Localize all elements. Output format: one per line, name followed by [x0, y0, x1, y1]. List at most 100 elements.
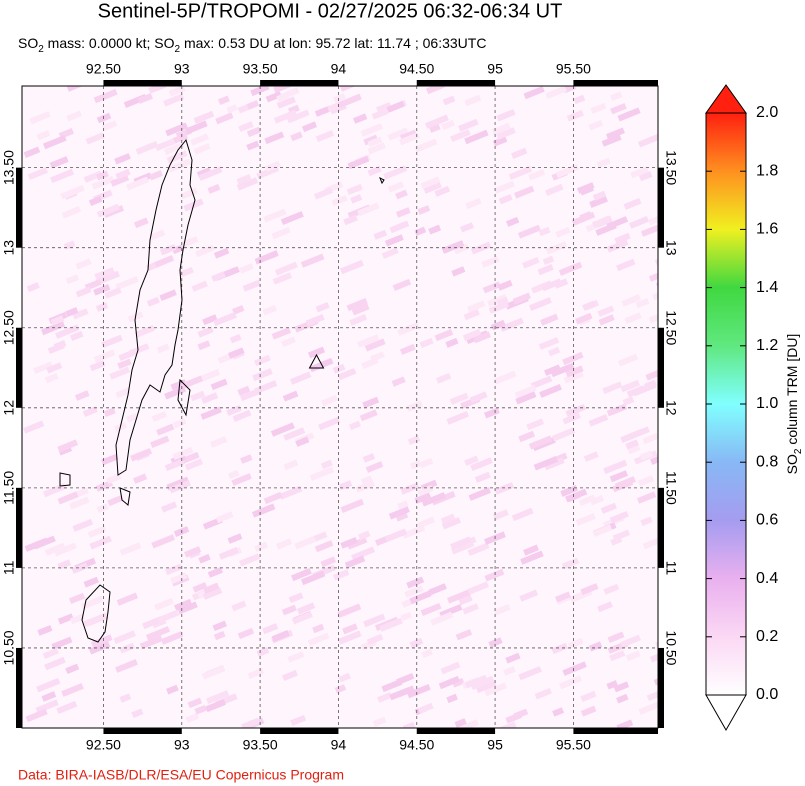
- noise-cell: [346, 183, 363, 196]
- noise-cell: [72, 308, 89, 320]
- noise-cell: [451, 540, 475, 555]
- noise-cell: [148, 86, 167, 94]
- noise-cell: [240, 454, 253, 464]
- noise-cell: [150, 435, 170, 449]
- noise-cell: [493, 603, 511, 616]
- noise-cell: [215, 112, 234, 125]
- noise-cell: [503, 666, 516, 676]
- noise-cell: [462, 328, 482, 341]
- noise-cell: [469, 391, 488, 404]
- noise-cell: [588, 641, 603, 652]
- noise-cell: [511, 507, 534, 522]
- noise-cell: [340, 498, 365, 513]
- noise-cell: [506, 216, 520, 227]
- noise-cell: [575, 513, 596, 526]
- noise-cell: [464, 455, 479, 467]
- noise-cell: [518, 430, 536, 443]
- noise-cell: [313, 187, 334, 200]
- noise-cell: [172, 418, 187, 429]
- noise-cell: [23, 146, 41, 158]
- noise-cell: [95, 270, 120, 286]
- noise-cell: [399, 343, 416, 355]
- noise-cell: [497, 279, 513, 291]
- noise-cell: [550, 362, 575, 378]
- frame-bar: [260, 80, 339, 86]
- y-tick-label: 11.50: [1, 471, 17, 505]
- noise-cell: [283, 427, 306, 441]
- frame-bar: [658, 647, 664, 728]
- noise-cell: [596, 157, 611, 169]
- noise-cell: [470, 241, 492, 255]
- noise-cell: [389, 687, 409, 701]
- noise-cell: [106, 473, 122, 484]
- noise-cell: [33, 535, 56, 550]
- noise-cell: [588, 414, 609, 427]
- noise-cell: [650, 451, 658, 465]
- noise-cell: [89, 360, 106, 372]
- noise-cell: [513, 708, 529, 720]
- noise-cell: [291, 568, 312, 582]
- noise-cell: [364, 338, 386, 352]
- noise-cell: [588, 119, 604, 131]
- noise-cell: [262, 623, 279, 635]
- noise-cell: [281, 669, 298, 682]
- noise-cell: [215, 511, 234, 524]
- frame-bar: [658, 167, 664, 248]
- noise-cell: [288, 592, 304, 604]
- noise-cell: [474, 471, 491, 483]
- frame-bar: [260, 728, 339, 734]
- noise-cell: [620, 634, 642, 648]
- noise-cell: [229, 333, 242, 344]
- noise-cell: [567, 637, 584, 649]
- noise-cell: [270, 422, 295, 437]
- noise-cell: [115, 659, 138, 673]
- noise-cell: [496, 109, 516, 122]
- colorbar-tick-label: 1.6: [756, 221, 778, 238]
- noise-cell: [440, 661, 461, 675]
- noise-cell: [163, 142, 185, 156]
- noise-cell: [347, 155, 370, 170]
- noise-cell: [160, 631, 184, 645]
- noise-cell: [227, 469, 240, 480]
- noise-cell: [447, 589, 471, 604]
- noise-cell: [159, 244, 177, 256]
- noise-cell: [101, 334, 123, 349]
- noise-cell: [375, 101, 392, 113]
- noise-cell: [386, 100, 405, 113]
- noise-cell: [37, 625, 53, 636]
- noise-cell: [538, 336, 560, 350]
- noise-cell: [109, 366, 131, 380]
- x-tick-label: 94.50: [399, 737, 434, 753]
- noise-cell: [187, 697, 203, 709]
- noise-cell: [309, 466, 335, 481]
- noise-cell: [430, 611, 454, 626]
- y-tick-label: 11: [1, 560, 17, 575]
- noise-cell: [228, 347, 245, 359]
- background-noise: [22, 86, 658, 728]
- frame-bar: [103, 728, 182, 734]
- y-tick-label: 12: [1, 400, 17, 416]
- noise-cell: [458, 118, 479, 132]
- noise-cell: [533, 456, 558, 471]
- noise-cell: [57, 559, 72, 570]
- noise-cell: [389, 220, 410, 234]
- noise-cell: [573, 94, 586, 105]
- noise-cell: [72, 518, 94, 532]
- noise-cell: [294, 535, 317, 550]
- noise-cell: [538, 226, 551, 237]
- noise-cell: [320, 459, 333, 470]
- noise-cell: [470, 675, 495, 690]
- noise-cell: [290, 714, 307, 726]
- noise-cell: [275, 538, 293, 550]
- noise-cell: [454, 718, 467, 728]
- noise-cell: [625, 439, 639, 450]
- noise-cell: [460, 222, 475, 233]
- noise-cell: [551, 642, 569, 655]
- noise-cell: [312, 623, 325, 634]
- noise-cell: [185, 712, 200, 724]
- noise-cell: [423, 181, 442, 194]
- noise-cell: [523, 86, 545, 100]
- noise-cell: [580, 583, 599, 596]
- noise-cell: [395, 207, 411, 218]
- noise-cell: [236, 177, 259, 191]
